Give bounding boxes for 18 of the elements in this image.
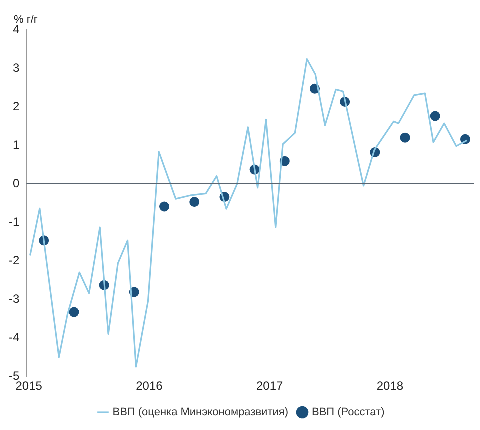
x-tick-label: 2016 [136, 379, 164, 394]
legend-label: ВВП (Росстат) [312, 406, 385, 419]
point [160, 202, 170, 212]
x-tick-label: 2017 [256, 379, 284, 394]
legend-label: ВВП (оценка Минэкономразвития) [112, 406, 289, 419]
y-tick-label: -3 [9, 292, 20, 306]
point [69, 307, 80, 318]
y-tick-label: -1 [9, 214, 20, 229]
y-tick-label: 1 [12, 138, 20, 152]
y-tick-label: -4 [9, 330, 20, 344]
y-tick-label: -2 [9, 253, 20, 268]
y-tick-label: 2 [12, 99, 20, 114]
point [430, 111, 440, 122]
y-tick-label: 0 [12, 176, 20, 190]
point [400, 132, 410, 143]
y-tick-label: 3 [12, 60, 20, 75]
x-tick-label: 2018 [376, 379, 404, 394]
point [190, 197, 200, 208]
